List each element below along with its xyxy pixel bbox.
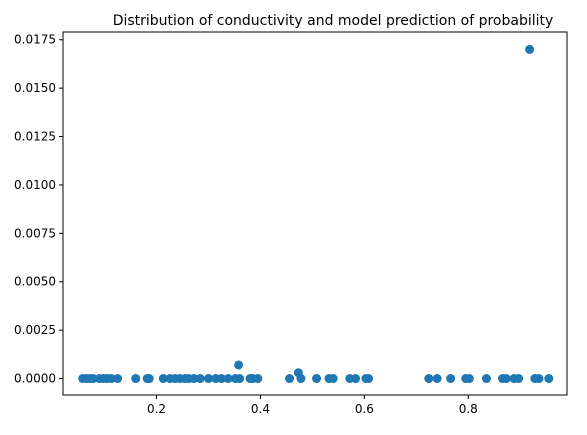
plot-frame xyxy=(62,31,568,396)
data-point xyxy=(113,374,123,384)
data-point xyxy=(351,374,361,384)
data-point xyxy=(144,374,154,384)
data-point xyxy=(446,374,456,384)
data-point xyxy=(296,374,306,384)
x-tick-label: 0.6 xyxy=(355,402,374,416)
y-tick-label: 0.0025 xyxy=(14,323,56,337)
data-point xyxy=(424,374,434,384)
data-point xyxy=(285,374,295,384)
data-point xyxy=(525,44,535,54)
y-axis: 0.0000 0.0025 0.0050 0.0075 0.0100 0.0125 0.01… xyxy=(14,33,63,386)
data-point xyxy=(534,374,544,384)
data-point xyxy=(203,374,213,384)
data-point xyxy=(216,374,226,384)
data-point xyxy=(501,374,511,384)
data-point xyxy=(328,374,338,384)
y-tick-label: 0.0000 xyxy=(14,372,56,386)
data-point xyxy=(481,374,491,384)
data-point xyxy=(189,374,199,384)
y-tick-label: 0.0150 xyxy=(14,81,56,95)
y-tick-label: 0.0075 xyxy=(14,226,56,240)
data-point xyxy=(235,374,245,384)
data-point xyxy=(514,374,524,384)
data-point xyxy=(158,374,168,384)
data-point xyxy=(131,374,141,384)
data-point xyxy=(223,374,233,384)
points-layer xyxy=(78,44,554,384)
y-tick-label: 0.0125 xyxy=(14,130,56,144)
y-tick-label: 0.0050 xyxy=(14,275,56,289)
data-point xyxy=(432,374,442,384)
chart-title: Distribution of conductivity and model p… xyxy=(113,13,554,29)
data-point xyxy=(195,374,205,384)
data-point xyxy=(364,374,374,384)
y-tick-label: 0.0100 xyxy=(14,178,56,192)
data-point xyxy=(106,374,116,384)
data-point xyxy=(544,374,554,384)
data-point xyxy=(253,374,263,384)
data-point xyxy=(464,374,474,384)
data-point xyxy=(312,374,322,384)
x-tick-label: 0.2 xyxy=(147,402,166,416)
data-point xyxy=(234,360,244,370)
data-point xyxy=(88,374,98,384)
y-tick-label: 0.0175 xyxy=(14,33,56,47)
x-tick-label: 0.4 xyxy=(251,402,270,416)
x-axis: 0.2 0.4 0.6 0.8 xyxy=(147,395,478,416)
x-tick-label: 0.8 xyxy=(459,402,478,416)
